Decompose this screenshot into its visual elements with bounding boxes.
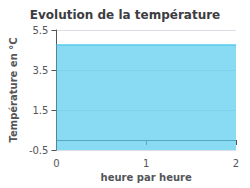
svg-text:heure par heure: heure par heure	[101, 172, 192, 183]
svg-text:Température en °C: Température en °C	[8, 37, 19, 142]
svg-text:2: 2	[233, 158, 239, 169]
svg-text:Evolution de la température: Evolution de la température	[30, 8, 221, 22]
svg-text:1: 1	[143, 158, 149, 169]
svg-text:-0.5: -0.5	[29, 145, 49, 156]
svg-text:5.5: 5.5	[33, 25, 49, 36]
svg-text:1.5: 1.5	[33, 105, 49, 116]
svg-text:3.5: 3.5	[33, 65, 49, 76]
svg-text:0: 0	[53, 158, 59, 169]
